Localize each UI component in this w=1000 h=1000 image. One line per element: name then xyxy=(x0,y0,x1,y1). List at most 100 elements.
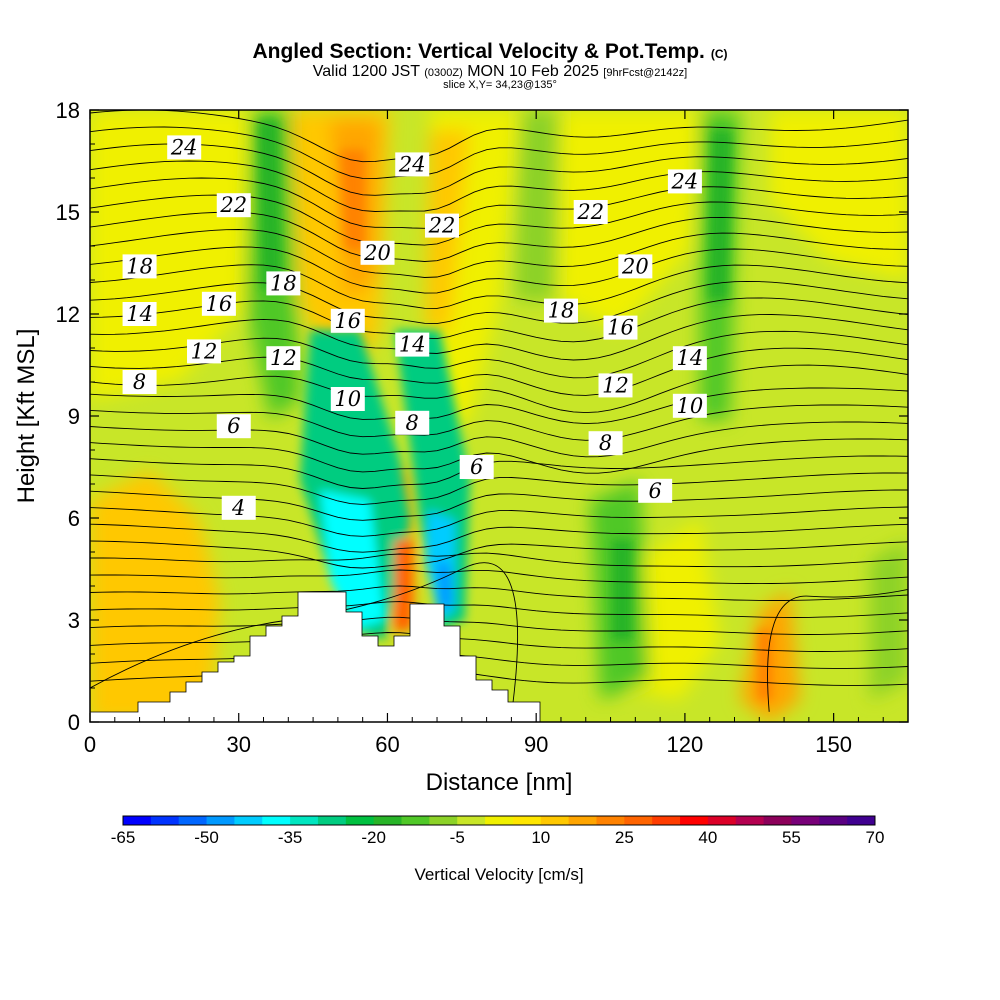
theta-label-box xyxy=(618,254,653,279)
colorbar-swatch xyxy=(652,816,681,825)
y-tick-label: 3 xyxy=(68,608,80,633)
colorbar-swatch xyxy=(178,816,208,825)
theta-label-box xyxy=(266,346,301,371)
theta-label-box xyxy=(667,169,702,194)
theta-label-box xyxy=(216,193,251,218)
theta-label-box xyxy=(395,332,430,357)
theta-label-text: 14 xyxy=(399,333,426,357)
theta-label-text: 8 xyxy=(599,431,612,455)
y-axis: 0 3 6 9 12 15 18 xyxy=(56,98,908,735)
colorbar-tick-label: -35 xyxy=(278,828,303,847)
x-tick-label: 60 xyxy=(375,732,399,757)
colorbar-swatch xyxy=(819,816,848,825)
y-tick-label: 0 xyxy=(68,710,80,735)
chart-slice-info: slice X,Y= 34,23@135° xyxy=(443,79,557,91)
theta-contour-label: 18 xyxy=(122,254,157,279)
theta-contour xyxy=(90,126,908,180)
theta-contour xyxy=(90,143,908,196)
theta-contour-label: 22 xyxy=(216,193,251,218)
theta-contour-surface xyxy=(90,562,519,716)
theta-contour-label: 8 xyxy=(395,410,430,435)
theta-contour-surface xyxy=(767,588,908,712)
x-tick-label: 120 xyxy=(667,732,704,757)
theta-label-text: 8 xyxy=(406,411,419,435)
theta-label-text: 16 xyxy=(607,316,634,340)
colorbar-swatch xyxy=(763,816,792,825)
theta-label-text: 10 xyxy=(676,394,703,418)
theta-label-text: 20 xyxy=(621,254,649,278)
theta-contour-label: 10 xyxy=(672,393,707,418)
theta-contour-label: 16 xyxy=(201,291,236,316)
theta-contour-lines xyxy=(90,110,908,716)
colorbar-swatch xyxy=(290,816,319,825)
theta-contour xyxy=(90,280,908,325)
theta-label-text: 22 xyxy=(428,214,456,238)
theta-label-box xyxy=(459,455,494,479)
theta-label-text: 24 xyxy=(671,169,699,193)
colorbar-swatch xyxy=(345,816,375,825)
theta-label-box xyxy=(638,478,673,503)
colorbar-tick-label: -65 xyxy=(111,828,136,847)
theta-contour xyxy=(90,455,908,489)
colorbar-tick-label: 10 xyxy=(531,828,550,847)
colorbar-swatch xyxy=(791,816,820,825)
theta-label-text: 24 xyxy=(170,135,198,159)
y-tick-label: 12 xyxy=(56,302,80,327)
y-tick-label: 15 xyxy=(56,200,80,225)
theta-contour-labels: 4 6 6 6 8 8 8 10 10 12 12 12 14 14 14 16 16 16 18 18 18 20 20 2… xyxy=(122,135,707,520)
theta-label-box xyxy=(266,271,301,296)
theta-label-text: 6 xyxy=(227,414,240,438)
colorbar-swatch xyxy=(707,816,737,825)
theta-contour-label: 18 xyxy=(543,298,578,323)
theta-label-box xyxy=(330,308,365,333)
theta-label-box xyxy=(360,240,395,265)
theta-label-box xyxy=(598,373,633,398)
x-tick-label: 90 xyxy=(524,732,548,757)
velocity-field-cores xyxy=(258,120,772,700)
colorbar-swatch xyxy=(540,816,570,825)
theta-label-text: 18 xyxy=(126,254,153,278)
theta-contour-label: 8 xyxy=(122,370,157,394)
theta-label-text: 14 xyxy=(126,302,153,326)
theta-contour xyxy=(90,404,908,441)
theta-label-text: 18 xyxy=(270,271,297,295)
colorbar-swatch xyxy=(457,816,486,825)
theta-contour xyxy=(90,364,908,414)
colorbar-swatch xyxy=(234,816,263,825)
theta-contour-label: 12 xyxy=(598,373,633,398)
colorbar-swatch xyxy=(512,816,542,825)
colorbar-tick-label: -5 xyxy=(450,828,465,847)
colorbar-tick-label: 70 xyxy=(866,828,885,847)
x-tick-label: 30 xyxy=(226,732,250,757)
x-tick-label: 0 xyxy=(84,732,96,757)
theta-label-box xyxy=(672,393,707,418)
theta-label-box xyxy=(573,200,608,224)
theta-contour xyxy=(90,229,908,278)
theta-label-box xyxy=(330,387,365,411)
colorbar-swatch xyxy=(123,816,152,825)
colorbar-swatch xyxy=(735,816,765,825)
chart-valid-time: Valid 1200 JST (0300Z) MON 10 Feb 2025 [… xyxy=(313,63,687,80)
colorbar-frame xyxy=(122,815,876,826)
theta-label-text: 10 xyxy=(334,387,361,411)
theta-label-box xyxy=(588,431,623,456)
theta-label-text: 6 xyxy=(648,479,661,503)
x-tick-label: 150 xyxy=(815,732,852,757)
theta-contour xyxy=(90,387,908,425)
theta-contour-label: 18 xyxy=(266,271,301,296)
theta-contour-label: 20 xyxy=(618,254,653,279)
y-tick-label: 9 xyxy=(68,404,80,429)
theta-label-text: 12 xyxy=(602,373,629,397)
theta-label-box xyxy=(201,291,236,316)
theta-contour-label: 24 xyxy=(667,169,702,194)
theta-contour xyxy=(90,552,908,568)
theta-contour xyxy=(90,264,908,309)
plot-area: 4 6 6 6 8 8 8 10 10 12 12 12 14 14 14 16 16 16 18 18 18 20 20 2… xyxy=(90,110,908,722)
colorbar-tick-label: 40 xyxy=(698,828,717,847)
theta-contour xyxy=(90,523,908,553)
theta-label-box xyxy=(424,213,459,238)
colorbar-swatch xyxy=(847,816,876,825)
theta-contour xyxy=(90,632,908,652)
theta-label-text: 20 xyxy=(363,241,391,265)
